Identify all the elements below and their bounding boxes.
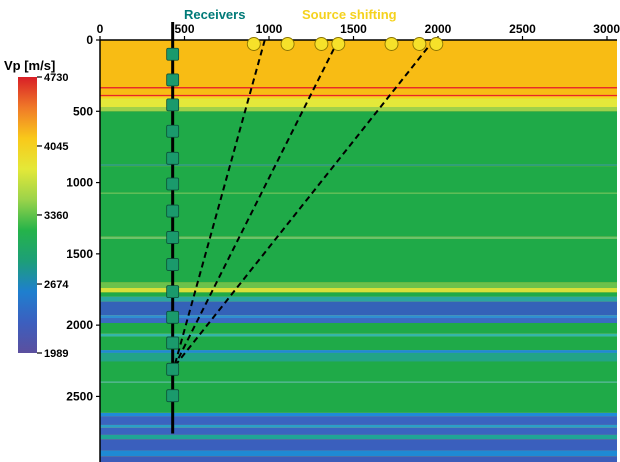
receiver-marker [166, 285, 180, 299]
top-tick-label: 1000 [256, 22, 283, 36]
receivers-label: Receivers [184, 7, 245, 22]
velocity-layer [100, 352, 617, 362]
left-tick-label: 0 [86, 33, 93, 47]
colorbar-tick-label: 4045 [44, 141, 68, 153]
top-tick-label: 2000 [425, 22, 452, 36]
ray-path [173, 39, 340, 367]
velocity-layer [100, 288, 617, 293]
left-tick-label: 1000 [66, 176, 93, 190]
velocity-layer [100, 107, 617, 112]
velocity-layer [100, 166, 617, 193]
receiver-marker [166, 204, 180, 218]
colorbar [18, 77, 37, 353]
ray-paths [173, 39, 435, 368]
source-marker [429, 37, 444, 51]
receiver-marker [166, 73, 180, 87]
velocity-layer [100, 382, 617, 413]
colorbar-title: Vp [m/s] [4, 58, 55, 73]
velocity-layer [100, 333, 617, 337]
velocity-layer [100, 412, 617, 417]
velocity-model [100, 40, 617, 462]
velocity-layer [100, 336, 617, 351]
receiver-marker [166, 151, 180, 165]
receiver-marker [166, 336, 180, 350]
colorbar-tick-label: 3360 [44, 210, 68, 222]
velocity-layer [100, 282, 617, 289]
source-marker [412, 37, 427, 51]
velocity-layer [100, 424, 617, 428]
receiver-marker [166, 98, 180, 112]
source-shifting-label: Source shifting [302, 7, 397, 22]
left-tick-label: 500 [73, 104, 93, 118]
velocity-layer [100, 427, 617, 435]
receiver-marker [166, 124, 180, 138]
velocity-layer [100, 98, 617, 108]
left-tick-label: 2500 [66, 389, 93, 403]
velocity-layer [100, 439, 617, 451]
receiver-marker [166, 310, 180, 324]
colorbar-ticks: 4730 4045 3360 2674 1989 [37, 72, 69, 360]
velocity-layer [100, 94, 617, 97]
top-tick-label: 500 [174, 22, 194, 36]
source-marker [331, 37, 346, 51]
receiver-marker [166, 362, 180, 376]
velocity-layer [100, 301, 617, 316]
velocity-layer [100, 450, 617, 457]
velocity-layer [100, 361, 617, 382]
velocity-layer [100, 193, 617, 237]
top-tick-label: 0 [97, 22, 104, 36]
left-tick-label: 1500 [66, 247, 93, 261]
velocity-layer [100, 238, 617, 283]
velocity-layer [100, 88, 617, 95]
velocity-layer [100, 350, 617, 353]
colorbar-tick-label: 4730 [44, 72, 68, 84]
top-tick-label: 1500 [340, 22, 367, 36]
velocity-layer [100, 87, 617, 89]
receiver-marker [166, 47, 180, 61]
colorbar-tick-label: 1989 [44, 348, 68, 360]
left-tick-label: 2000 [66, 318, 93, 332]
velocity-layer [100, 315, 617, 319]
colorbar-tick-label: 2674 [44, 279, 69, 291]
velocity-layer [100, 318, 617, 323]
velocity-layer [100, 164, 617, 167]
top-tick-label: 3000 [593, 22, 620, 36]
velocity-layer [100, 456, 617, 462]
velocity-layer [100, 96, 617, 99]
top-tick-label: 2500 [509, 22, 536, 36]
velocity-layer [100, 296, 617, 302]
receiver-marker [166, 258, 180, 271]
velocity-layer [100, 381, 617, 383]
velocity-layer [100, 434, 617, 440]
velocity-layer [100, 416, 617, 425]
source-marker [314, 37, 329, 51]
receiver-marker [166, 231, 180, 244]
receivers [166, 47, 180, 403]
source-marker [384, 37, 399, 51]
ray-path [173, 39, 266, 367]
velocity-layer [100, 236, 617, 239]
source-marker [280, 37, 295, 51]
velocity-layer [100, 322, 617, 334]
velocity-layer [100, 292, 617, 297]
receiver-marker [166, 389, 180, 403]
left-axis-ticks: 0 500 1000 1500 2000 2500 [66, 33, 100, 403]
source-marker [246, 37, 261, 51]
top-axis-ticks: 0 500 1000 1500 2000 2500 3000 [97, 22, 620, 40]
velocity-layer [100, 192, 617, 194]
sources [246, 37, 444, 51]
receiver-marker [166, 177, 180, 191]
velocity-layer [100, 40, 617, 88]
velocity-layer [100, 111, 617, 165]
